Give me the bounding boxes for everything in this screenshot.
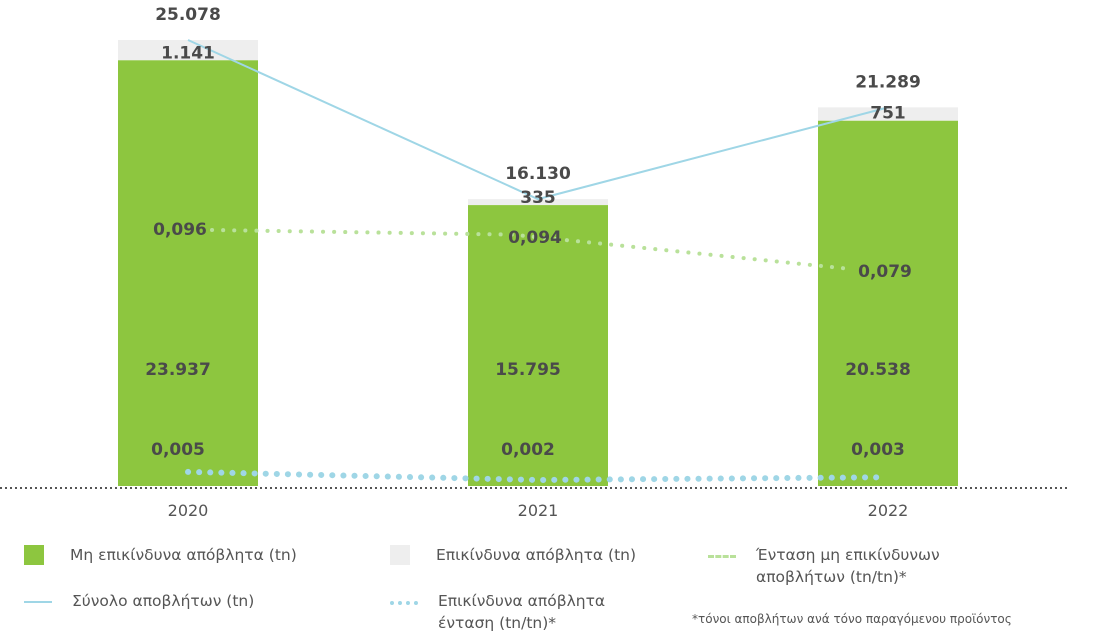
legend-item-hazardous: Επικίνδυνα απόβλητα (tn) (390, 544, 636, 566)
legend-item-total: Σύνολο αποβλήτων (tn) (24, 590, 254, 612)
x-tick-2022: 2022 (868, 501, 909, 520)
x-tick-2021: 2021 (518, 501, 559, 520)
bar-non-hazardous-2021 (468, 205, 608, 486)
label-intensity-non-hazardous-2020: 0,096 (153, 220, 207, 240)
line-intensity-hazardous (185, 468, 881, 484)
label-non-hazardous-2021: 15.795 (495, 360, 561, 380)
legend-label-hazardous: Επικίνδυνα απόβλητα (tn) (436, 546, 637, 564)
label-hazardous-2021: 335 (520, 188, 556, 208)
footnote: *τόνοι αποβλήτων ανά τόνο παραγόμενου πρ… (692, 612, 1012, 626)
label-total-2022: 21.289 (855, 72, 921, 92)
legend-swatch-dotted-line (390, 601, 418, 605)
bar-non-hazardous-2022 (818, 120, 958, 486)
legend-label-intensity-non-hazardous: Ένταση μη επικίνδυνων αποβλήτων (tn/tn)* (756, 546, 940, 586)
legend-label-intensity-hazardous: Επικίνδυνα απόβλητα ένταση (tn/tn)* (438, 592, 606, 632)
label-hazardous-2022: 751 (870, 104, 906, 124)
legend-item-intensity-hazardous: Επικίνδυνα απόβλητα ένταση (tn/tn)* (390, 590, 605, 634)
label-intensity-hazardous-2022: 0,003 (851, 440, 905, 460)
legend-item-intensity-non-hazardous: Ένταση μη επικίνδυνων αποβλήτων (tn/tn)* (708, 544, 940, 588)
legend-swatch-dashed-line (708, 555, 736, 558)
label-total-2021: 16.130 (505, 164, 571, 184)
label-hazardous-2020: 1.141 (161, 43, 215, 63)
label-intensity-non-hazardous-2022: 0,079 (858, 262, 912, 282)
bar-hazardous-2021 (468, 199, 608, 206)
label-total-2020: 25.078 (155, 5, 221, 25)
label-non-hazardous-2022: 20.538 (845, 360, 911, 380)
line-intensity-non-hazardous (210, 228, 854, 272)
legend-item-non-hazardous: Μη επικίνδυνα απόβλητα (tn) (24, 544, 297, 566)
legend-swatch-grey-box (390, 545, 410, 565)
bar-non-hazardous-2020 (118, 60, 258, 487)
legend-swatch-solid-line (24, 601, 52, 603)
legend-swatch-green-box (24, 545, 44, 565)
x-tick-2020: 2020 (168, 501, 209, 520)
legend-label-non-hazardous: Μη επικίνδυνα απόβλητα (tn) (70, 546, 297, 564)
label-intensity-non-hazardous-2021: 0,094 (508, 228, 562, 248)
label-non-hazardous-2020: 23.937 (145, 360, 211, 380)
line-total-waste (187, 39, 889, 201)
label-intensity-hazardous-2020: 0,005 (151, 440, 205, 460)
label-intensity-hazardous-2021: 0,002 (501, 440, 555, 460)
legend-label-total: Σύνολο αποβλήτων (tn) (72, 592, 255, 610)
